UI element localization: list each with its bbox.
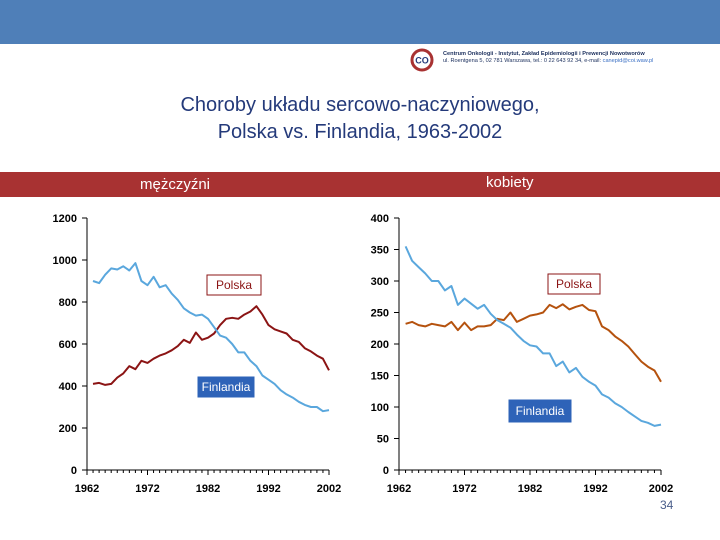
women-chart-title: kobiety xyxy=(486,174,534,191)
slide-title-line1: Choroby układu sercowo-naczyniowego, xyxy=(180,94,540,116)
y-tick-label: 150 xyxy=(371,371,389,383)
y-tick-label: 1000 xyxy=(53,255,77,267)
series-line-finlandia xyxy=(404,245,662,427)
series-label-text: Polska xyxy=(556,277,592,291)
x-tick-label: 1992 xyxy=(583,483,607,495)
series-label-text: Finlandia xyxy=(516,404,565,418)
header-bar xyxy=(0,0,720,44)
slide-title: Choroby układu sercowo-naczyniowego, Pol… xyxy=(60,92,660,146)
y-tick-label: 800 xyxy=(59,297,77,309)
y-tick-label: 1200 xyxy=(53,213,77,225)
x-tick-label: 1972 xyxy=(135,483,159,495)
series-label-box xyxy=(508,399,572,423)
institution-email[interactable]: canepid@coi.waw.pl xyxy=(602,58,654,64)
y-tick-label: 250 xyxy=(371,308,389,320)
x-tick-label: 1992 xyxy=(256,483,280,495)
y-tick-label: 0 xyxy=(383,465,389,477)
institution-address: ul. Roentgena 5, 02 781 Warszawa, tel.: … xyxy=(443,58,602,64)
series-label-box xyxy=(206,274,262,296)
men-chart: 0 200 400 600 800 1000 1200 1962 1972 1982 1992 200… xyxy=(53,213,342,495)
y-tick-label: 0 xyxy=(71,465,77,477)
institution-name: Centrum Onkologii - Instytut, Zakład Epi… xyxy=(443,51,645,57)
x-tick-label: 2002 xyxy=(649,483,673,495)
men-chart-title: mężczyźni xyxy=(140,176,211,193)
page-number: 34 xyxy=(660,498,674,512)
series-line-finlandia xyxy=(92,262,330,413)
section-band xyxy=(0,172,720,197)
x-tick-label: 1962 xyxy=(387,483,411,495)
series-label-finlandia: Finlandia xyxy=(197,376,255,398)
women-chart: 0 50 100 150 200 250 300 350 400 1962 1972 1982 1992… xyxy=(371,213,674,495)
series-label-polska: Polska xyxy=(547,273,601,295)
x-tick-label: 1982 xyxy=(518,483,542,495)
y-tick-label: 350 xyxy=(371,245,389,257)
x-tick-label: 1982 xyxy=(196,483,220,495)
y-tick-label: 200 xyxy=(59,423,77,435)
series-label-text: Finlandia xyxy=(202,380,251,394)
series-label-box xyxy=(197,376,255,398)
series-line-polska xyxy=(92,305,330,386)
series-label-finlandia: Finlandia xyxy=(508,399,572,423)
y-tick-label: 600 xyxy=(59,339,77,351)
series-label-text: Polska xyxy=(216,278,252,292)
institution-logo: CO xyxy=(410,48,434,72)
series-label-box xyxy=(547,273,601,295)
logo-text: CO xyxy=(415,56,429,66)
y-tick-label: 50 xyxy=(377,434,389,446)
series-label-polska: Polska xyxy=(206,274,262,296)
y-tick-label: 100 xyxy=(371,402,389,414)
logo-ring xyxy=(410,48,434,72)
x-tick-label: 1962 xyxy=(75,483,99,495)
institution-info: Centrum Onkologii - Instytut, Zakład Epi… xyxy=(443,51,715,65)
y-tick-label: 300 xyxy=(371,276,389,288)
y-tick-label: 400 xyxy=(59,381,77,393)
y-tick-label: 200 xyxy=(371,339,389,351)
x-tick-label: 2002 xyxy=(317,483,341,495)
x-tick-label: 1972 xyxy=(452,483,476,495)
series-line-polska xyxy=(405,303,662,383)
slide-title-line2: Polska vs. Finlandia, 1963-2002 xyxy=(217,121,503,143)
y-tick-label: 400 xyxy=(371,213,389,225)
